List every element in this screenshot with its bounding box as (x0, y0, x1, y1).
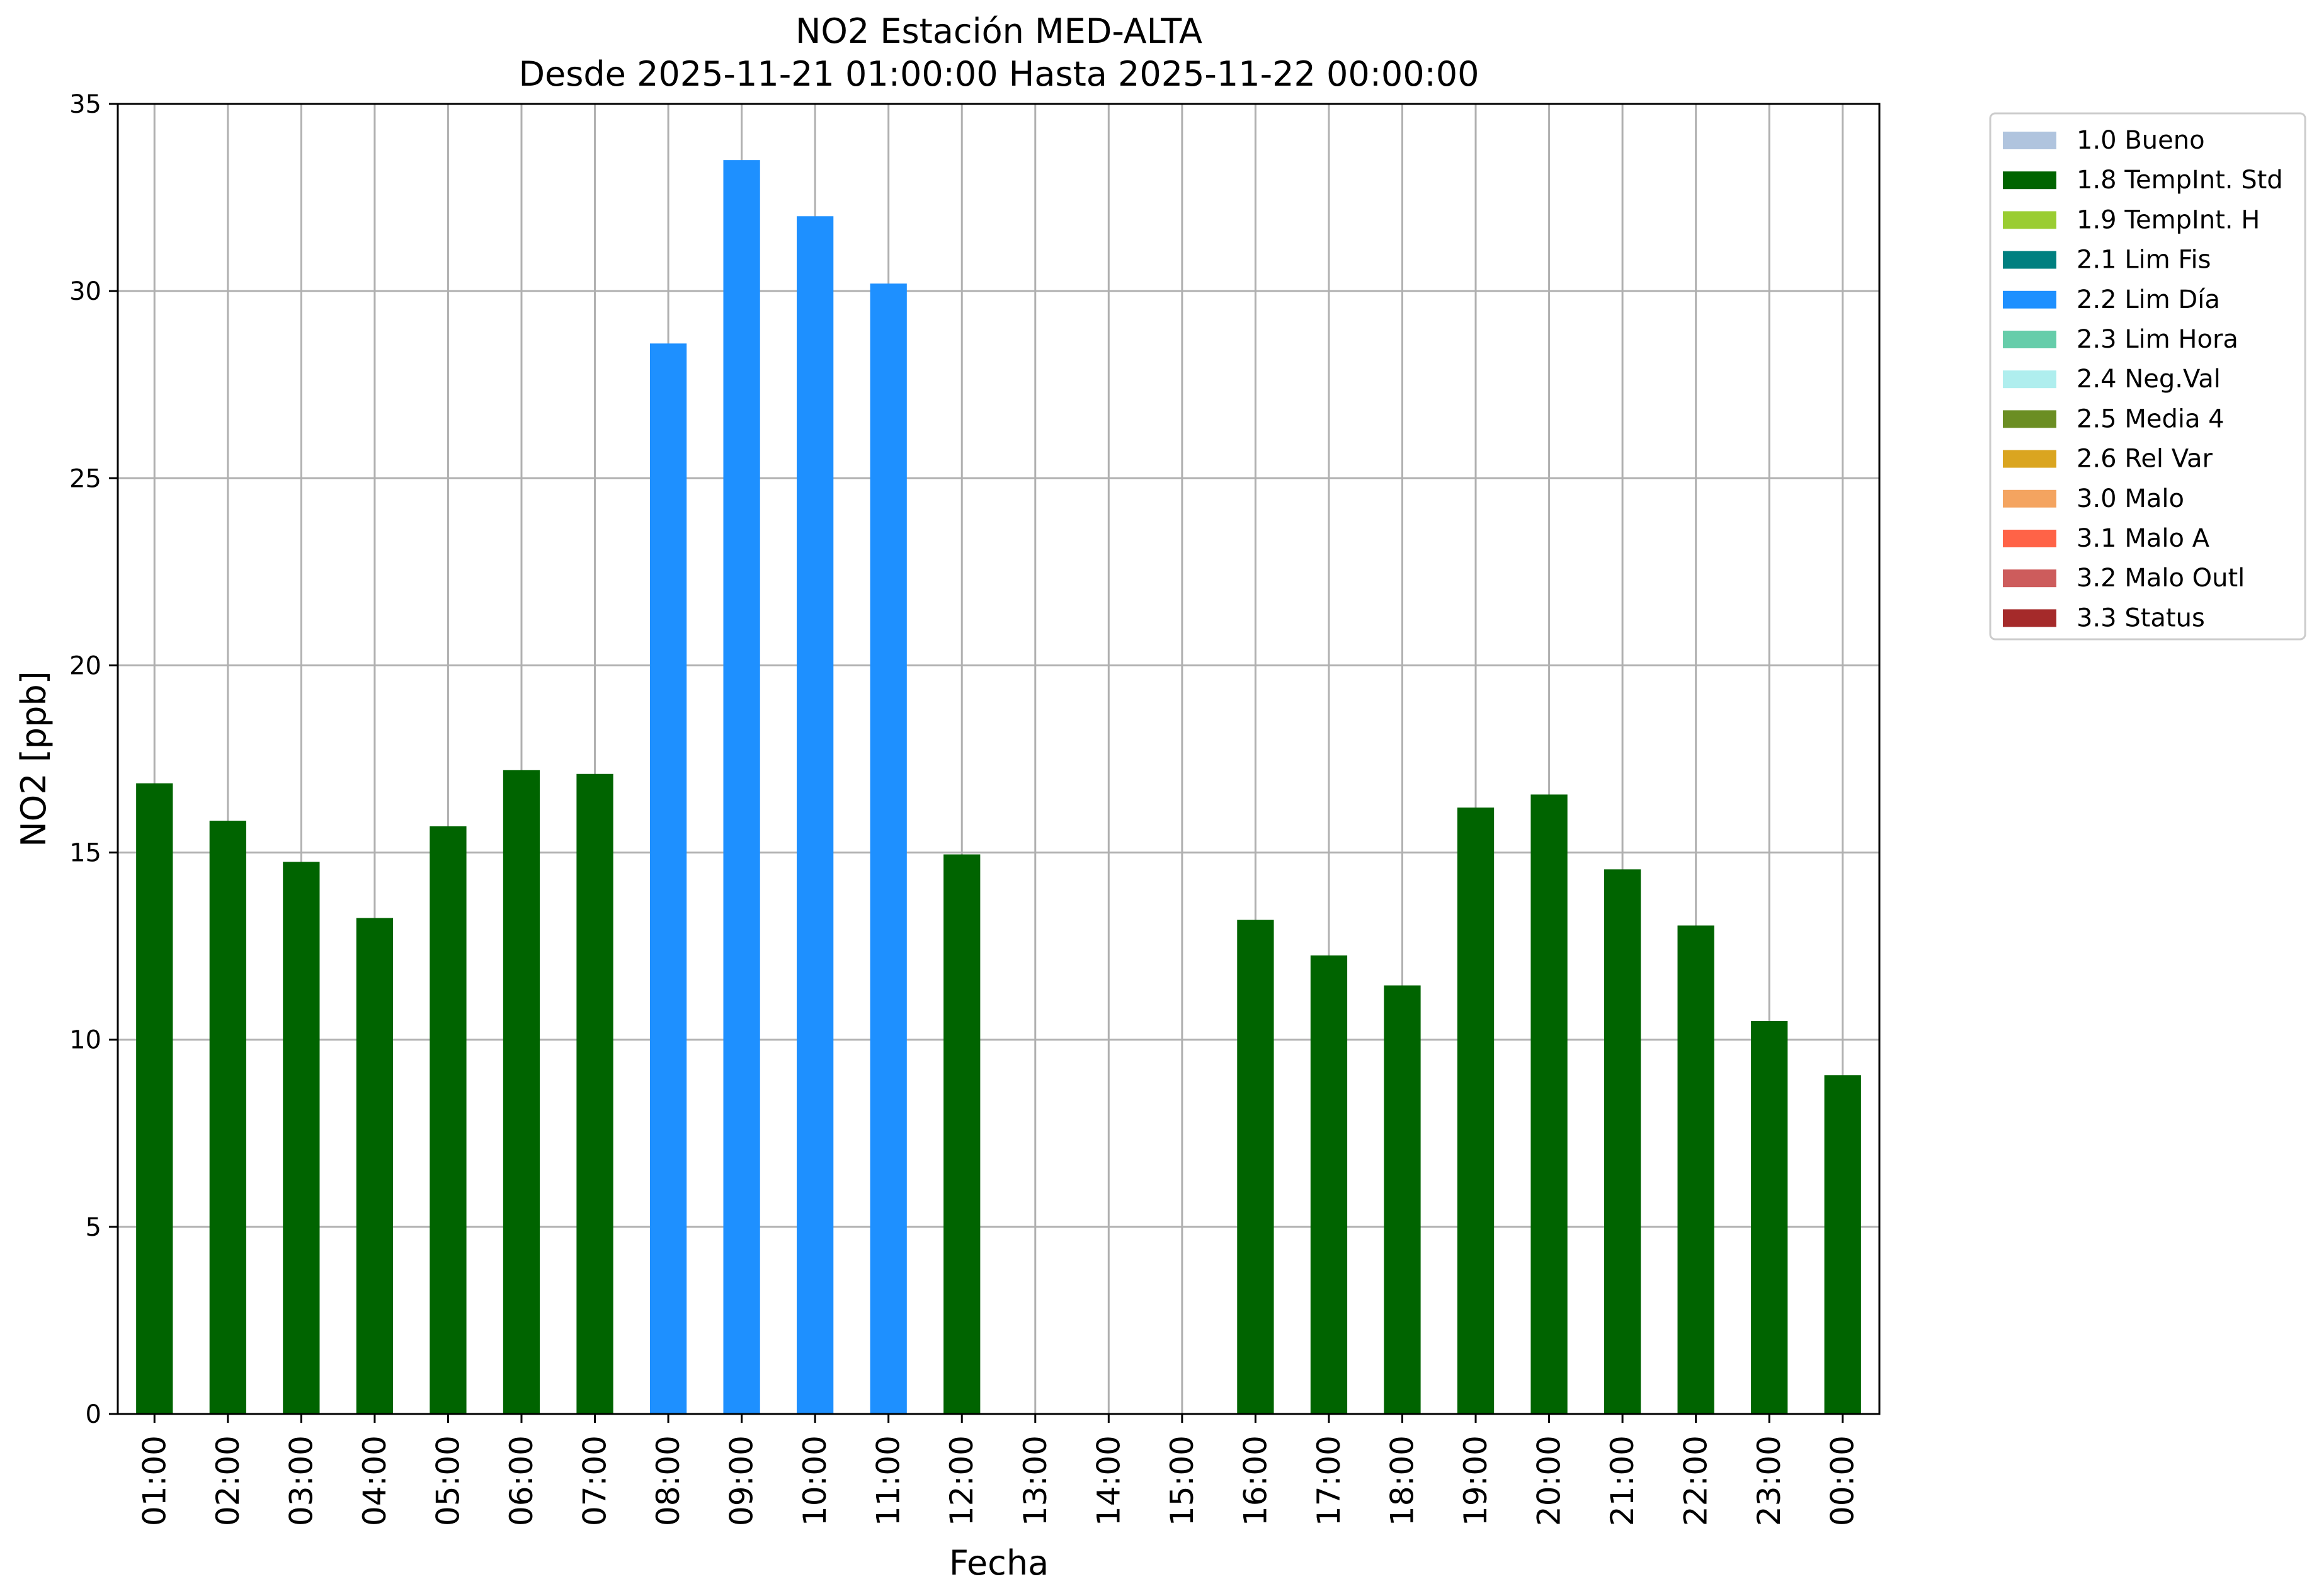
legend-swatch (2003, 530, 2056, 547)
x-tick-label: 03:00 (283, 1435, 319, 1526)
x-tick-label: 10:00 (797, 1435, 833, 1526)
y-tick-label: 20 (69, 651, 101, 680)
legend-swatch (2003, 132, 2056, 149)
legend-label: 1.9 TempInt. H (2077, 205, 2260, 234)
x-tick-label: 01:00 (136, 1435, 173, 1526)
plot-frame (117, 103, 1881, 1415)
y-tick-label: 25 (69, 464, 101, 493)
bar-1700 (1310, 955, 1348, 1414)
legend-label: 3.3 Status (2077, 603, 2205, 632)
bar-1000 (797, 216, 834, 1415)
legend-label: 2.4 Neg.Val (2077, 365, 2221, 394)
legend-swatch (2003, 331, 2056, 348)
bar-1200 (943, 854, 981, 1414)
legend-swatch (2003, 609, 2056, 627)
x-tick-label: 21:00 (1604, 1435, 1641, 1526)
x-tick-label: 11:00 (870, 1435, 907, 1526)
bar-2200 (1677, 925, 1714, 1414)
bar-1600 (1237, 920, 1274, 1414)
x-tick-label: 12:00 (943, 1435, 980, 1526)
x-tick-label: 13:00 (1017, 1435, 1054, 1526)
bar-0900 (723, 160, 760, 1415)
x-tick-label: 09:00 (724, 1435, 760, 1526)
legend-label: 2.1 Lim Fis (2077, 246, 2211, 275)
y-tick-label: 0 (86, 1400, 101, 1429)
x-tick-label: 02:00 (210, 1435, 246, 1526)
y-tick-label: 10 (69, 1026, 101, 1055)
x-tick-label: 08:00 (650, 1435, 687, 1526)
legend-label: 3.1 Malo A (2077, 524, 2210, 553)
legend-label: 3.0 Malo (2077, 484, 2184, 513)
bar-1800 (1384, 985, 1421, 1414)
legend-swatch (2003, 370, 2056, 389)
bar-0100 (136, 783, 173, 1414)
chart-title: NO2 Estación MED-ALTA (795, 11, 1202, 51)
bar-0200 (209, 821, 246, 1414)
axis-ticks: 0 5 10 15 20 25 30 35 01:00 02:00 03:00 04:00 05:00 0… (69, 90, 1861, 1526)
x-tick-label: 00:00 (1825, 1435, 1861, 1526)
legend-frame (1989, 112, 2306, 641)
x-tick-label: 22:00 (1678, 1435, 1714, 1526)
x-tick-label: 16:00 (1237, 1435, 1273, 1526)
x-tick-label: 14:00 (1090, 1435, 1127, 1526)
legend-label: 1.8 TempInt. Std (2077, 166, 2283, 195)
bar-2100 (1604, 869, 1641, 1414)
legend-label: 2.5 Media 4 (2077, 404, 2225, 433)
legend-swatch (2003, 569, 2056, 588)
bar-1900 (1457, 807, 1495, 1414)
y-axis-label: NO2 [ppb] (14, 671, 54, 846)
legend-swatch (2003, 211, 2056, 229)
x-axis-label: Fecha (949, 1543, 1049, 1583)
x-tick-label: 15:00 (1164, 1435, 1200, 1526)
legend-swatch (2003, 290, 2056, 309)
legend-label: 2.3 Lim Hora (2077, 325, 2238, 354)
bar-0300 (283, 862, 320, 1414)
legend-swatch (2003, 251, 2056, 269)
legend-label: 2.6 Rel Var (2077, 445, 2213, 474)
x-tick-label: 17:00 (1311, 1435, 1347, 1526)
bars-group (136, 160, 1861, 1415)
bar-0800 (649, 343, 687, 1415)
y-tick-label: 30 (69, 277, 101, 306)
legend-swatch (2003, 450, 2056, 468)
chart-subtitle: Desde 2025-11-21 01:00:00 Hasta 2025-11-… (518, 54, 1479, 94)
bar-0400 (356, 918, 394, 1414)
bar-2300 (1751, 1021, 1788, 1414)
x-tick-label: 23:00 (1751, 1435, 1787, 1526)
x-tick-label: 04:00 (356, 1435, 393, 1526)
x-tick-label: 18:00 (1384, 1435, 1420, 1526)
legend-swatch (2003, 171, 2056, 190)
x-tick-label: 07:00 (577, 1435, 613, 1526)
legend-swatch (2003, 489, 2056, 508)
bar-1100 (870, 283, 907, 1415)
bar-0000 (1824, 1075, 1861, 1414)
legend: 1.0 Bueno 1.8 TempInt. Std 1.9 TempInt. H 2… (1989, 112, 2306, 641)
bar-0700 (576, 773, 613, 1414)
y-tick-label: 5 (86, 1213, 101, 1242)
y-tick-label: 15 (69, 839, 101, 868)
x-tick-label: 20:00 (1531, 1435, 1568, 1526)
legend-label: 2.2 Lim Día (2077, 285, 2220, 314)
legend-swatch (2003, 410, 2056, 428)
legend-label: 3.2 Malo Outl (2077, 564, 2245, 593)
bar-0600 (503, 770, 540, 1414)
x-tick-label: 19:00 (1457, 1435, 1494, 1526)
bar-0500 (430, 826, 467, 1414)
legend-label: 1.0 Bueno (2077, 126, 2205, 155)
bar-2000 (1530, 794, 1568, 1414)
y-tick-label: 35 (69, 90, 101, 119)
x-tick-label: 05:00 (430, 1435, 466, 1526)
x-tick-label: 06:00 (503, 1435, 540, 1526)
